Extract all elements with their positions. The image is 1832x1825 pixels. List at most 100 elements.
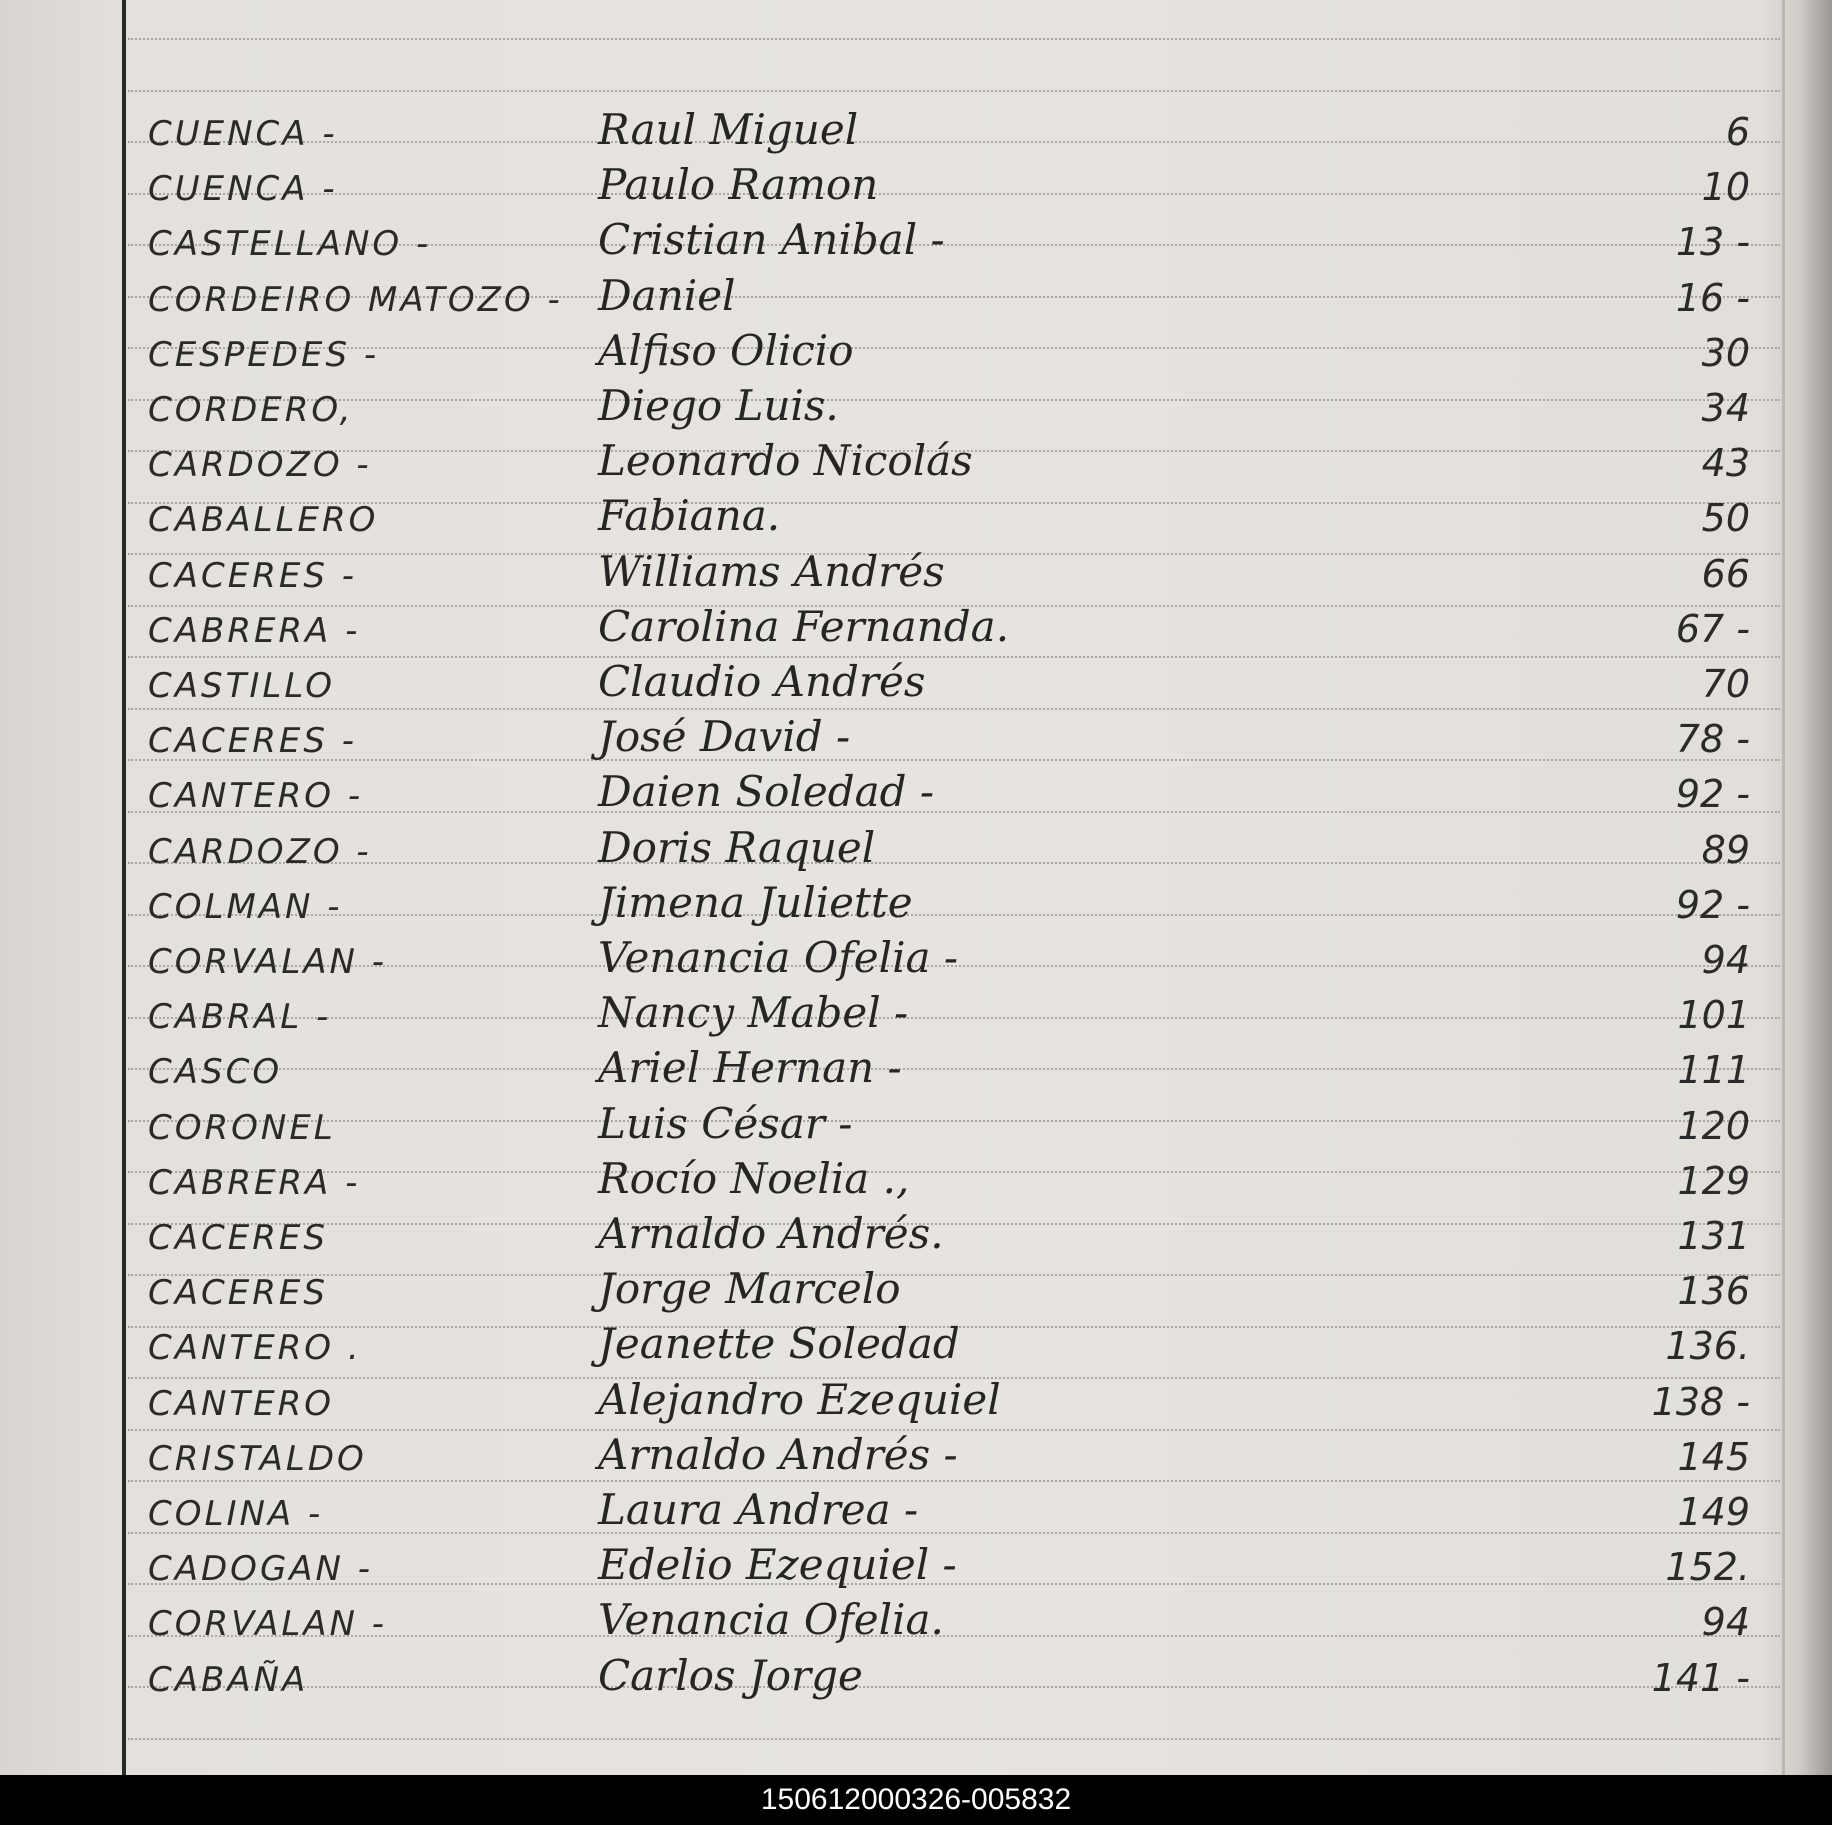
surname: CACERES	[148, 1273, 328, 1314]
entry-number: 101	[1677, 993, 1750, 1038]
entry-number: 138 -	[1651, 1379, 1750, 1424]
list-item: CARDOZO - Leonardo Nicolás 43	[128, 436, 1780, 491]
given-name: Leonardo Nicolás	[598, 436, 973, 486]
list-item: CACERES Arnaldo Andrés. 131	[128, 1209, 1780, 1264]
entry-number: 111	[1677, 1048, 1750, 1093]
ruled-line	[128, 347, 1780, 349]
list-item: CACERES Jorge Marcelo 136	[128, 1264, 1780, 1319]
list-item: CASTELLANO - Cristian Anibal - 13 -	[128, 215, 1780, 270]
surname: CACERES -	[148, 555, 357, 596]
given-name: Rocío Noelia .,	[598, 1153, 910, 1203]
ruled-line	[128, 1634, 1780, 1637]
ruled-line	[128, 965, 1780, 967]
entry-number: 129	[1677, 1158, 1750, 1203]
ruled-line	[128, 141, 1780, 143]
surname: COLINA -	[148, 1494, 324, 1534]
given-name: Arnaldo Andrés.	[598, 1209, 944, 1258]
list-item: CACERES - Williams Andrés 66	[128, 547, 1780, 602]
given-name: Jeanette Soledad	[598, 1319, 960, 1369]
list-item: CACERES - José David - 78 -	[128, 712, 1780, 767]
surname: CARDOZO -	[148, 445, 372, 486]
notebook-page: CUENCA - Raul Miguel 6 CUENCA - Paulo Ramon 1…	[0, 0, 1832, 1775]
given-name: Arnaldo Andrés -	[598, 1429, 958, 1479]
ruled-line	[128, 398, 1780, 401]
surname: CORVALAN -	[148, 942, 388, 982]
list-item: CORONEL Luis César - 120	[128, 1099, 1780, 1154]
surname: CABRERA -	[148, 1162, 361, 1203]
entry-number: 78 -	[1675, 717, 1750, 762]
list-item: CORDEIRO MATOZO - Daniel 16 -	[128, 271, 1780, 326]
ruled-line	[128, 450, 1780, 452]
ruled-line	[128, 1737, 1780, 1740]
list-item: CABRERA - Rocío Noelia ., 129	[128, 1154, 1780, 1209]
entry-number: 89	[1701, 827, 1750, 872]
surname: CABALLERO	[148, 500, 379, 541]
entry-number: 10	[1701, 165, 1750, 210]
ruled-line	[128, 192, 1780, 195]
given-name: Diego Luis.	[598, 381, 839, 430]
entry-number: 13 -	[1675, 220, 1750, 265]
list-item: CUENCA - Raul Miguel 6	[128, 105, 1780, 160]
list-item: CABRERA - Carolina Fernanda. 67 -	[128, 602, 1780, 657]
given-name: Fabiana.	[598, 491, 781, 541]
entry-number: 131	[1677, 1214, 1750, 1258]
given-name: Daien Soledad -	[598, 767, 935, 817]
surname: CACERES -	[148, 721, 357, 762]
ruled-line	[128, 89, 1780, 92]
surname: CANTERO .	[148, 1328, 362, 1369]
ruled-line	[128, 810, 1780, 813]
ruled-line	[128, 295, 1780, 298]
given-name: Nancy Mabel -	[598, 988, 909, 1038]
surname: CRISTALDO	[148, 1438, 367, 1479]
ruled-line	[128, 244, 1780, 246]
entry-number: 136.	[1665, 1324, 1750, 1369]
list-item: CABRAL - Nancy Mabel - 101	[128, 988, 1780, 1043]
ruled-line	[128, 913, 1780, 916]
given-name: Paulo Ramon	[598, 160, 879, 210]
list-item: CADOGAN - Edelio Ezequiel - 152.	[128, 1540, 1780, 1595]
ruled-line	[128, 501, 1780, 504]
entry-number: 30	[1701, 330, 1750, 375]
entry-number: 67 -	[1675, 606, 1750, 651]
list-item: CORVALAN - Venancia Ofelia - 94	[128, 933, 1780, 988]
given-name: Carlos Jorge	[598, 1650, 863, 1700]
list-item: CABAÑA Carlos Jorge 141 -	[128, 1651, 1780, 1706]
surname: CASCO	[148, 1052, 283, 1093]
list-item: CESPEDES - Alfiso Olicio 30	[128, 326, 1780, 381]
surname: CARDOZO -	[148, 831, 372, 872]
document-id-footer: 150612000326-005832	[0, 1775, 1832, 1825]
ruled-line	[128, 1531, 1780, 1534]
list-item: CORVALAN - Venancia Ofelia. 94	[128, 1595, 1780, 1650]
given-name: Alejandro Ezequiel	[598, 1374, 1001, 1424]
ruled-line	[128, 1583, 1780, 1585]
given-name: Venancia Ofelia -	[598, 933, 959, 982]
entry-number: 43	[1701, 441, 1750, 486]
entry-number: 16 -	[1675, 275, 1750, 320]
ruled-line	[128, 1274, 1780, 1276]
surname: CUENCA -	[148, 114, 338, 154]
list-item: CUENCA - Paulo Ramon 10	[128, 160, 1780, 215]
entry-number: 152.	[1665, 1545, 1750, 1590]
surname: CASTILLO	[148, 666, 335, 706]
surname: CADOGAN -	[148, 1549, 374, 1590]
given-name: Doris Raquel	[598, 822, 876, 872]
list-item: COLMAN - Jimena Juliette 92 -	[128, 878, 1780, 933]
surname: COLMAN -	[148, 886, 343, 927]
entry-number: 34	[1701, 386, 1750, 430]
entry-number: 94	[1701, 938, 1750, 982]
given-name: Carolina Fernanda.	[598, 601, 1010, 651]
ruled-line	[128, 656, 1780, 658]
entry-number: 92 -	[1675, 882, 1750, 927]
list-item: CARDOZO - Doris Raquel 89	[128, 823, 1780, 878]
ruled-line	[128, 1377, 1780, 1379]
surname: CABAÑA	[148, 1659, 309, 1700]
ruled-line	[128, 1686, 1780, 1688]
surname: CACERES	[148, 1218, 328, 1258]
given-name: Cristian Anibal -	[598, 215, 945, 265]
list-item: CRISTALDO Arnaldo Andrés - 145	[128, 1430, 1780, 1485]
given-name: Alfiso Olicio	[598, 325, 854, 375]
given-name: Raul Miguel	[598, 105, 859, 154]
ruled-line	[128, 604, 1780, 607]
ruled-line	[128, 759, 1780, 761]
given-name: Ariel Hernan -	[598, 1043, 902, 1093]
